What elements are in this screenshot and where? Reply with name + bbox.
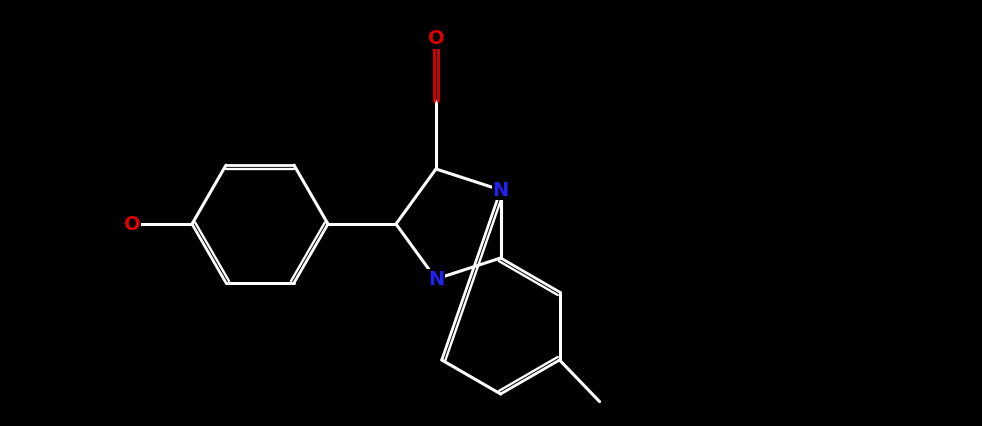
Text: N: N bbox=[493, 181, 509, 199]
Text: O: O bbox=[124, 215, 140, 233]
Text: O: O bbox=[427, 29, 444, 48]
Text: N: N bbox=[428, 270, 444, 288]
